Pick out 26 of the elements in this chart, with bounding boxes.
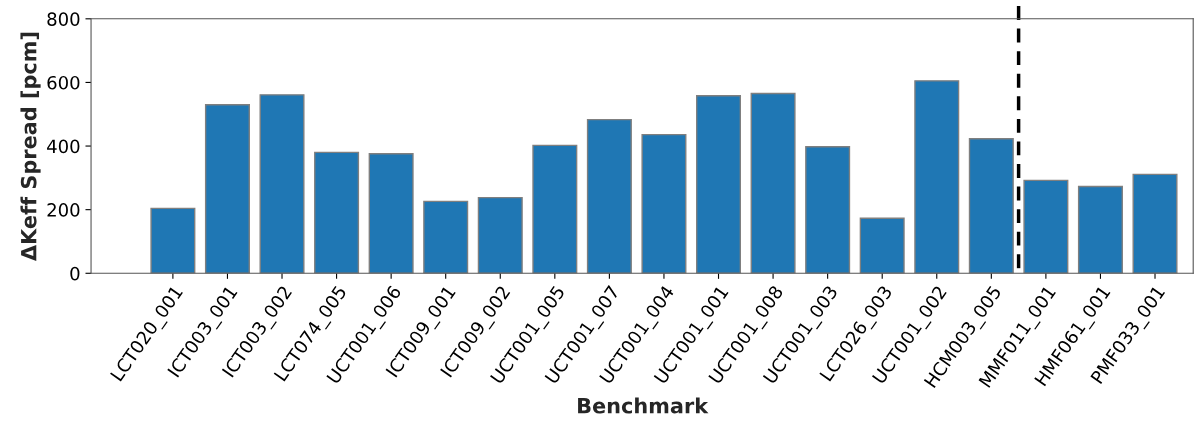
bar	[204, 104, 250, 274]
bar	[477, 196, 523, 274]
bar	[859, 217, 905, 274]
bar	[750, 92, 796, 274]
bar	[1077, 185, 1123, 274]
bar	[532, 144, 578, 274]
y-tick-label: 200	[47, 203, 80, 217]
x-axis-title: Benchmark	[578, 397, 709, 414]
bar	[368, 152, 414, 274]
bar	[968, 138, 1014, 274]
bar	[914, 80, 960, 274]
bar	[1023, 179, 1069, 274]
y-tick-label: 0	[70, 266, 80, 281]
bar	[805, 145, 851, 274]
bar	[695, 95, 742, 274]
bar	[586, 118, 632, 274]
bar	[150, 207, 196, 274]
y-tick-label: 400	[47, 139, 80, 154]
bar	[1132, 173, 1178, 274]
bar	[314, 151, 360, 274]
y-tick-label: 600	[47, 75, 80, 90]
bar	[259, 94, 305, 274]
y-tick-label: 800	[47, 12, 80, 26]
bar	[423, 200, 469, 274]
y-axis-title: ΔKeff Spread [pcm]	[20, 32, 41, 261]
bar	[641, 133, 687, 274]
